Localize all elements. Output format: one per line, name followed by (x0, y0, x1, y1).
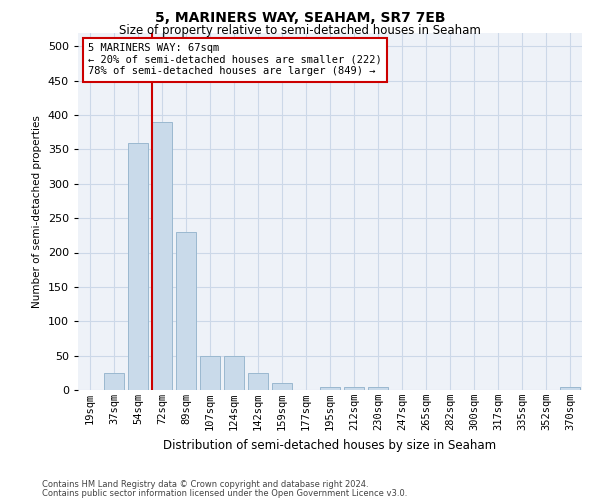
Text: Contains public sector information licensed under the Open Government Licence v3: Contains public sector information licen… (42, 488, 407, 498)
Bar (176, 232, 196, 390)
Bar (272, 383, 292, 390)
Text: Size of property relative to semi-detached houses in Seaham: Size of property relative to semi-detach… (119, 24, 481, 37)
Text: Contains HM Land Registry data © Crown copyright and database right 2024.: Contains HM Land Registry data © Crown c… (42, 480, 368, 489)
Bar (344, 386, 364, 390)
Bar (200, 356, 220, 390)
Bar (320, 386, 340, 390)
Bar (368, 386, 388, 390)
Text: 5 MARINERS WAY: 67sqm
← 20% of semi-detached houses are smaller (222)
78% of sem: 5 MARINERS WAY: 67sqm ← 20% of semi-deta… (88, 43, 382, 76)
Bar (224, 356, 244, 390)
Text: 5, MARINERS WAY, SEAHAM, SR7 7EB: 5, MARINERS WAY, SEAHAM, SR7 7EB (155, 11, 445, 25)
Bar (560, 386, 580, 390)
Bar (248, 373, 268, 390)
X-axis label: Distribution of semi-detached houses by size in Seaham: Distribution of semi-detached houses by … (163, 438, 497, 452)
Bar (104, 373, 124, 390)
Bar (128, 142, 148, 390)
Y-axis label: Number of semi-detached properties: Number of semi-detached properties (32, 115, 42, 308)
Bar (152, 122, 172, 390)
